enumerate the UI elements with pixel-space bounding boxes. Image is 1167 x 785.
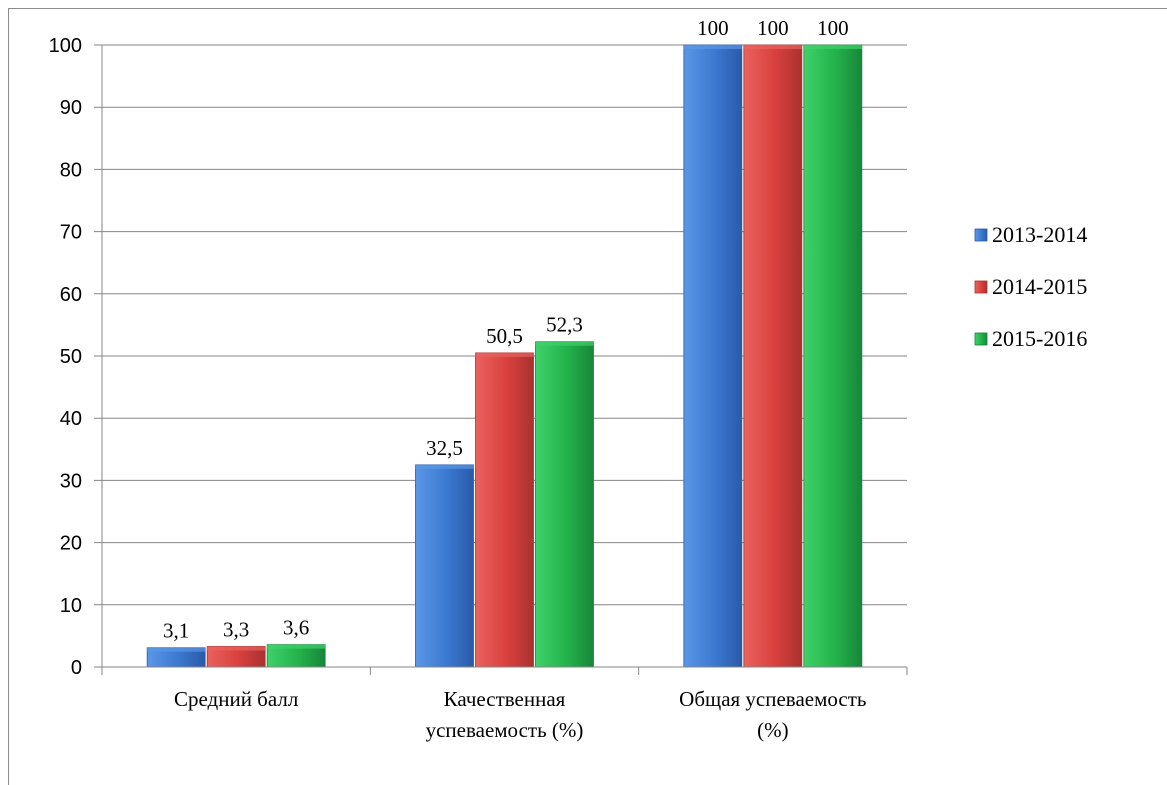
bar [683, 44, 743, 668]
y-tick-label: 10 [60, 595, 82, 617]
chart-border [8, 8, 1167, 785]
legend-swatch [974, 280, 988, 294]
y-tick-labels: 0 10 20 30 40 50 60 70 80 90 100 [49, 35, 82, 679]
data-labels: 3,1 3,3 3,6 32,5 50,5 52,3 100 100 100 [163, 16, 849, 643]
x-category-label: Качественная [444, 687, 566, 711]
y-tick-label: 70 [60, 222, 82, 244]
legend-label: 2014-2015 [992, 274, 1087, 299]
data-label: 100 [697, 16, 729, 40]
x-category-label: Общая успеваемость [679, 687, 866, 711]
x-category-label: (%) [757, 718, 788, 742]
bar-highlight [415, 464, 474, 469]
x-category-label: Средний балл [174, 687, 298, 711]
data-label: 32,5 [426, 436, 463, 460]
y-tick-label: 30 [60, 470, 82, 492]
bar [803, 44, 863, 668]
data-label: 3,3 [223, 617, 249, 641]
bar [535, 341, 594, 668]
y-tick-label: 40 [60, 408, 82, 430]
bar-highlight [683, 45, 742, 49]
y-tick-label: 80 [60, 159, 82, 181]
chart-frame [8, 8, 1167, 785]
y-tick-label: 0 [71, 657, 82, 679]
y-tick-label: 90 [60, 97, 82, 119]
bar-highlight [147, 647, 206, 652]
data-label: 100 [757, 16, 789, 40]
data-label: 3,1 [163, 619, 189, 643]
bar-highlight [475, 352, 534, 357]
bar [743, 44, 803, 668]
bar-highlight [803, 45, 862, 49]
data-label: 52,3 [546, 313, 583, 337]
axes [101, 45, 908, 675]
data-label: 3,6 [283, 616, 309, 640]
x-category-label: успеваемость (%) [426, 718, 584, 742]
data-label: 100 [817, 16, 849, 40]
legend-swatch [974, 228, 988, 242]
bar [475, 352, 534, 668]
y-tick-label: 60 [60, 284, 82, 306]
legend: 2013-2014 2014-2015 2015-2016 [974, 222, 1087, 351]
legend-label: 2015-2016 [992, 326, 1087, 351]
bars [146, 44, 863, 668]
bar-highlight [267, 644, 326, 649]
bar-highlight [743, 45, 802, 49]
legend-label: 2013-2014 [992, 222, 1087, 247]
legend-swatch [974, 332, 988, 346]
bar [415, 464, 474, 668]
x-category-labels: Средний балл Качественная успеваемость (%)… [174, 687, 867, 742]
data-label: 50,5 [486, 324, 523, 348]
bar-highlight [207, 646, 266, 651]
y-tick-label: 50 [60, 346, 82, 368]
bar-highlight [535, 341, 594, 346]
y-tick-label: 100 [49, 35, 82, 57]
y-tick-label: 20 [60, 533, 82, 555]
